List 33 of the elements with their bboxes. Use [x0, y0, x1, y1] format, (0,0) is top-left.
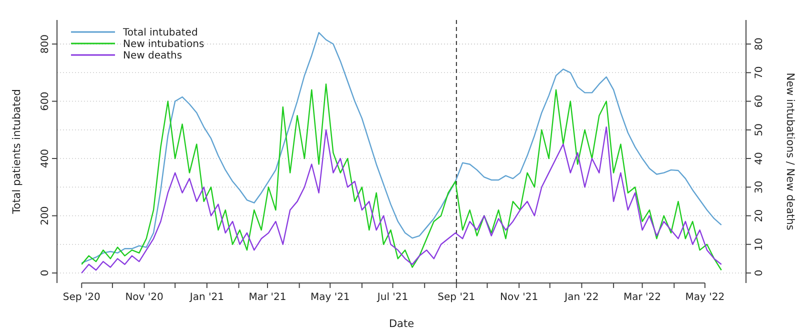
y2-tick-label: 0 — [754, 270, 765, 276]
y-axis-title: Total patients intubated — [11, 89, 23, 215]
y2-tick-label: 10 — [754, 238, 765, 251]
y-tick-label: 400 — [40, 148, 51, 168]
y2-tick-label: 40 — [754, 152, 765, 165]
y2-tick-label: 30 — [754, 180, 765, 194]
x-tick-label: Nov '20 — [125, 292, 164, 303]
y-tick-label: 0 — [40, 270, 51, 276]
x-tick-label: Sep '21 — [438, 292, 476, 303]
y2-tick-label: 60 — [754, 94, 765, 108]
y2-tick-label: 20 — [754, 209, 765, 222]
x-tick-label: Jul '21 — [376, 292, 408, 303]
x-tick-label: Mar '21 — [248, 292, 286, 303]
x-tick-label: Mar '22 — [624, 292, 662, 303]
y2-axis-title: New intubations / New deaths — [784, 72, 796, 230]
x-tick-label: Jan '21 — [188, 292, 224, 303]
y2-tick-label: 70 — [754, 66, 765, 80]
y-tick-label: 200 — [40, 206, 51, 226]
x-tick-label: Nov '21 — [500, 292, 538, 303]
x-tick-label: Sep '20 — [62, 292, 100, 303]
y2-tick-label: 50 — [754, 124, 765, 136]
x-tick-label: May '22 — [685, 292, 725, 303]
legend-label: New deaths — [123, 50, 182, 62]
legend-label: Total intubated — [122, 28, 198, 38]
x-tick-label: Jan '22 — [564, 292, 599, 303]
line-series — [81, 84, 722, 271]
x-axis-title: Date — [388, 318, 414, 330]
line-series — [81, 126, 722, 274]
y-tick-label: 600 — [40, 92, 51, 111]
legend-label: New intubations — [123, 39, 204, 50]
y2-tick-label: 80 — [754, 38, 765, 50]
y-tick-label: 800 — [40, 34, 51, 54]
x-tick-label: May '21 — [310, 292, 350, 303]
